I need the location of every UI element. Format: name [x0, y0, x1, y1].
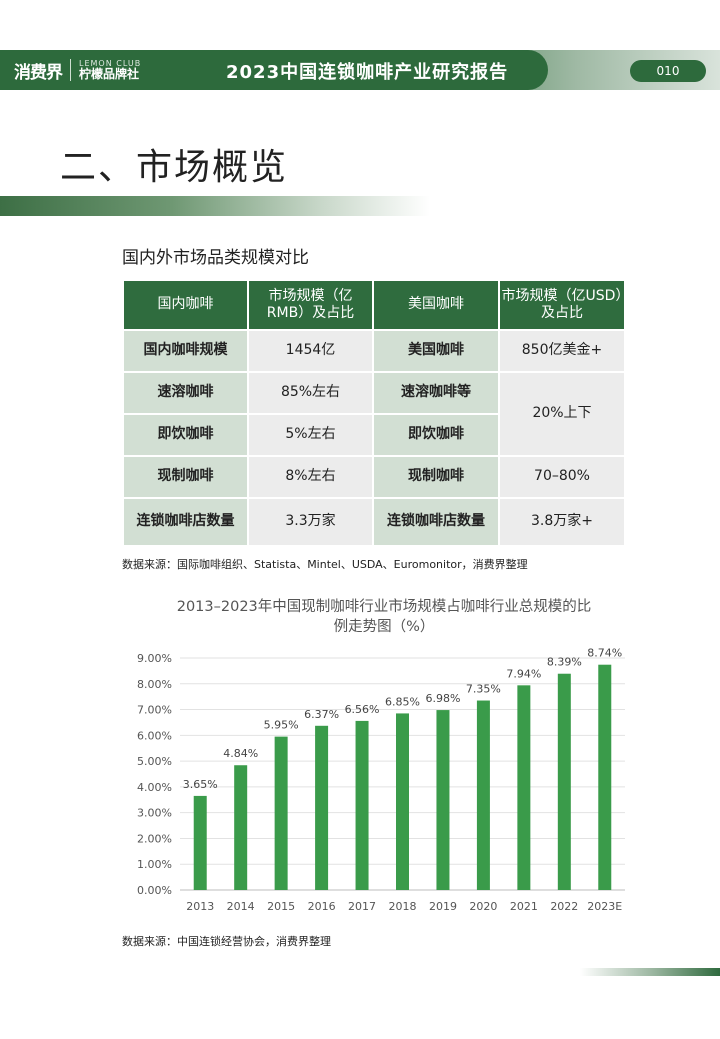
- y-tick-label: 5.00%: [137, 755, 172, 768]
- table-cell: 即饮咖啡: [372, 413, 500, 457]
- bar: [517, 685, 531, 890]
- bar: [315, 725, 329, 890]
- table-row: 速溶咖啡 85%左右 速溶咖啡等 20%上下: [122, 371, 626, 457]
- market-comparison-table: 国内咖啡 市场规模（亿RMB）及占比 美国咖啡 市场规模（亿USD）及占比 国内…: [122, 279, 626, 547]
- x-tick-label: 2016: [308, 900, 336, 913]
- report-title: 2023中国连锁咖啡产业研究报告: [226, 62, 509, 83]
- table-header-cell: 国内咖啡: [122, 279, 249, 331]
- x-tick-label: 2020: [469, 900, 497, 913]
- table-cell: 连锁咖啡店数量: [122, 497, 249, 547]
- table-cell: 3.8万家+: [498, 497, 626, 547]
- table-cell: 速溶咖啡: [122, 371, 249, 415]
- y-tick-label: 6.00%: [137, 729, 172, 742]
- section-title: 二、市场概览: [60, 147, 289, 188]
- table-row: 即饮咖啡 5%左右 即饮咖啡: [122, 413, 625, 457]
- table-cell: 85%左右: [247, 371, 374, 415]
- table-cell: 5%左右: [247, 413, 374, 457]
- brand: 消费界 LEMON CLUB 柠檬品牌社: [14, 54, 141, 86]
- table-cell: 美国咖啡: [372, 329, 500, 373]
- table-cell: 850亿美金+: [498, 329, 626, 373]
- table-cell: 现制咖啡: [372, 455, 500, 499]
- y-tick-label: 4.00%: [137, 781, 172, 794]
- table-cell: 70–80%: [498, 455, 626, 499]
- bar-chart: 0.00% 1.00% 2.00% 3.00% 4.00% 5.00% 6.00% 7.00%…: [137, 647, 625, 913]
- table-cell: 速溶咖啡等: [372, 371, 500, 415]
- table-cell: 3.3万家: [247, 497, 374, 547]
- x-tick-label: 2022: [550, 900, 578, 913]
- bar-value-label: 4.84%: [223, 747, 258, 760]
- bar-value-label: 6.98%: [425, 692, 460, 705]
- bar: [557, 673, 571, 890]
- chart-title: 2013–2023年中国现制咖啡行业市场规模占咖啡行业总规模的比例走势图（%）: [176, 599, 592, 636]
- x-tick-label: 2021: [510, 900, 538, 913]
- chart-x-axis: 2013 2014 2015 2016 2017 2018 2019 2020 2021 2022…: [186, 900, 622, 913]
- page-number: 010: [630, 60, 706, 82]
- y-tick-label: 7.00%: [137, 704, 172, 717]
- x-tick-label: 2015: [267, 900, 295, 913]
- bar: [436, 710, 450, 890]
- chart-bars: [193, 664, 612, 890]
- y-tick-label: 8.00%: [137, 678, 172, 691]
- brand-divider: [70, 59, 71, 81]
- table-header-row: 国内咖啡 市场规模（亿RMB）及占比 美国咖啡 市场规模（亿USD）及占比: [122, 279, 626, 331]
- bar: [274, 736, 288, 890]
- y-tick-label: 9.00%: [137, 652, 172, 665]
- bar: [598, 664, 612, 890]
- table-row: 连锁咖啡店数量 3.3万家 连锁咖啡店数量 3.8万家+: [122, 497, 626, 547]
- bar-value-label: 6.85%: [385, 695, 420, 708]
- bar-value-label: 7.35%: [466, 683, 501, 696]
- bar: [476, 700, 490, 890]
- brand-logo: 消费界: [14, 62, 63, 83]
- chart-y-axis: 0.00% 1.00% 2.00% 3.00% 4.00% 5.00% 6.00% 7.00%…: [137, 652, 172, 897]
- brand-cn: 柠檬品牌社: [79, 66, 140, 81]
- bar-value-label: 8.74%: [587, 647, 622, 660]
- y-tick-label: 3.00%: [137, 807, 172, 820]
- table-cell: 国内咖啡规模: [122, 329, 249, 373]
- x-tick-label: 2019: [429, 900, 457, 913]
- table-cell: 1454亿: [247, 329, 374, 373]
- bar-value-label: 6.56%: [345, 703, 380, 716]
- table-cell: 现制咖啡: [122, 455, 249, 499]
- bar: [396, 713, 409, 890]
- table-cell-merged: 20%上下: [498, 371, 626, 457]
- x-tick-label: 2013: [186, 900, 214, 913]
- x-tick-label: 2017: [348, 900, 376, 913]
- bar-value-label: 3.65%: [183, 778, 218, 791]
- y-tick-label: 1.00%: [137, 858, 172, 871]
- header-title-band: [0, 50, 548, 90]
- x-tick-label: 2014: [227, 900, 255, 913]
- chart-source-note: 数据来源：中国连锁经营协会，消费界整理: [122, 935, 331, 948]
- bar-value-label: 5.95%: [264, 719, 299, 732]
- table-row: 现制咖啡 8%左右 现制咖啡 70–80%: [122, 455, 626, 499]
- bar: [234, 765, 248, 890]
- brand-en: LEMON CLUB: [79, 58, 142, 68]
- table-cell: 连锁咖啡店数量: [372, 497, 500, 547]
- y-tick-label: 2.00%: [137, 832, 172, 845]
- table-row: 国内咖啡规模 1454亿 美国咖啡 850亿美金+: [122, 329, 626, 373]
- bar-value-label: 6.37%: [304, 708, 339, 721]
- table-header-cell: 市场规模（亿RMB）及占比: [247, 279, 374, 331]
- bar-value-label: 7.94%: [506, 667, 541, 680]
- table-header-cell: 美国咖啡: [372, 279, 500, 331]
- x-tick-label: 2018: [389, 900, 417, 913]
- table-source-note: 数据来源：国际咖啡组织、Statista、Mintel、USDA、Euromon…: [122, 558, 528, 571]
- table-header-cell: 市场规模（亿USD）及占比: [498, 279, 626, 331]
- footer-decoration-bar: [580, 968, 720, 976]
- table-cell: 8%左右: [247, 455, 374, 499]
- table-title: 国内外市场品类规模对比: [122, 248, 309, 268]
- x-tick-label: 2023E: [587, 900, 622, 913]
- bar: [355, 720, 369, 890]
- bar: [193, 795, 207, 890]
- table-cell: 即饮咖啡: [122, 413, 249, 457]
- section-underline-bar: [0, 196, 430, 216]
- brand-text: LEMON CLUB 柠檬品牌社: [79, 58, 142, 81]
- bar-value-label: 8.39%: [547, 656, 582, 669]
- chart-data-labels: 3.65% 4.84% 5.95% 6.37% 6.56% 6.85% 6.98% 7.35%…: [183, 647, 622, 791]
- y-tick-label: 0.00%: [137, 884, 172, 897]
